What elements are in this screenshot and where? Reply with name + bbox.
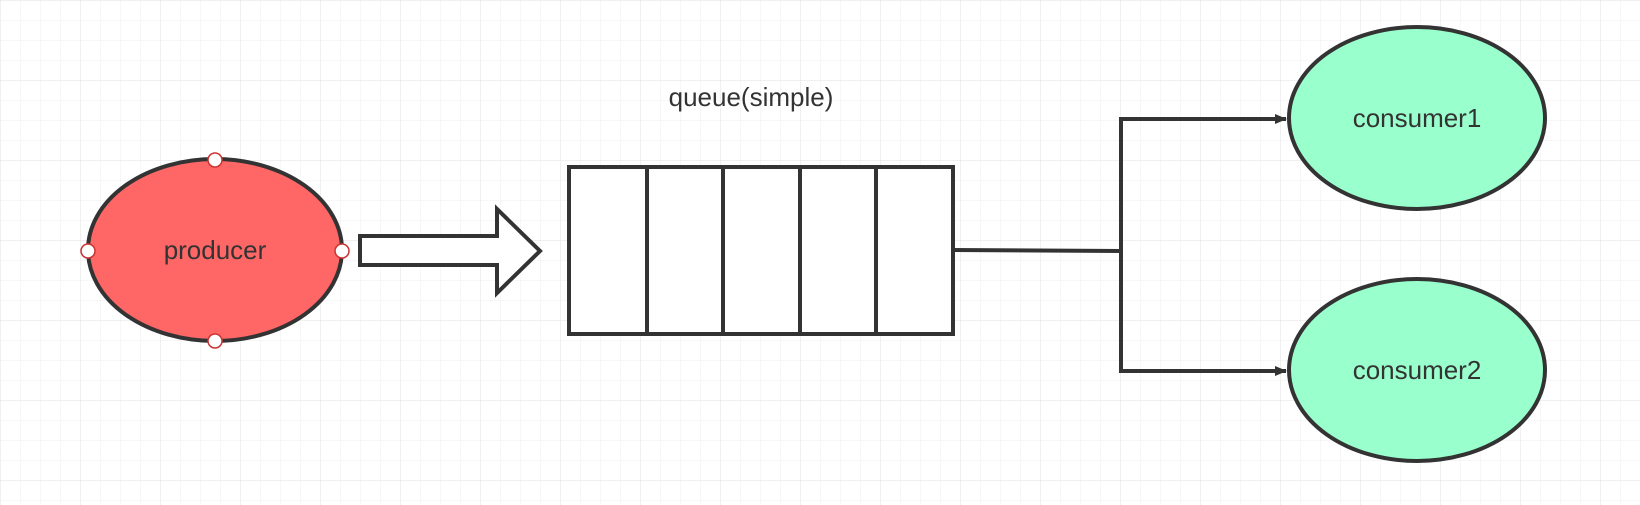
- producer-handle-bottom[interactable]: [207, 333, 223, 349]
- queue-label: queue(simple): [669, 82, 834, 112]
- queue-to-consumers-connector[interactable]: [952, 114, 1287, 376]
- publish-block-arrow[interactable]: [358, 204, 543, 298]
- consumer1-label: consumer1: [1353, 103, 1482, 133]
- connector-to-consumer2[interactable]: [1119, 251, 1287, 376]
- consumer2-node[interactable]: consumer2: [1287, 277, 1547, 463]
- producer-node[interactable]: producer: [80, 152, 350, 349]
- queue-box[interactable]: [567, 165, 955, 336]
- producer-handle-top[interactable]: [207, 152, 223, 168]
- queue-outline[interactable]: [567, 165, 955, 336]
- consumer2-ellipse[interactable]: [1287, 277, 1547, 463]
- connector-to-consumer1[interactable]: [1119, 114, 1287, 251]
- producer-handle-right[interactable]: [334, 243, 350, 259]
- producer-handle-left[interactable]: [80, 243, 96, 259]
- consumer1-ellipse[interactable]: [1287, 25, 1547, 211]
- consumer2-label: consumer2: [1353, 355, 1482, 385]
- connector-trunk[interactable]: [952, 248, 1122, 253]
- producer-label: producer: [164, 235, 267, 265]
- consumer1-node[interactable]: consumer1: [1287, 25, 1547, 211]
